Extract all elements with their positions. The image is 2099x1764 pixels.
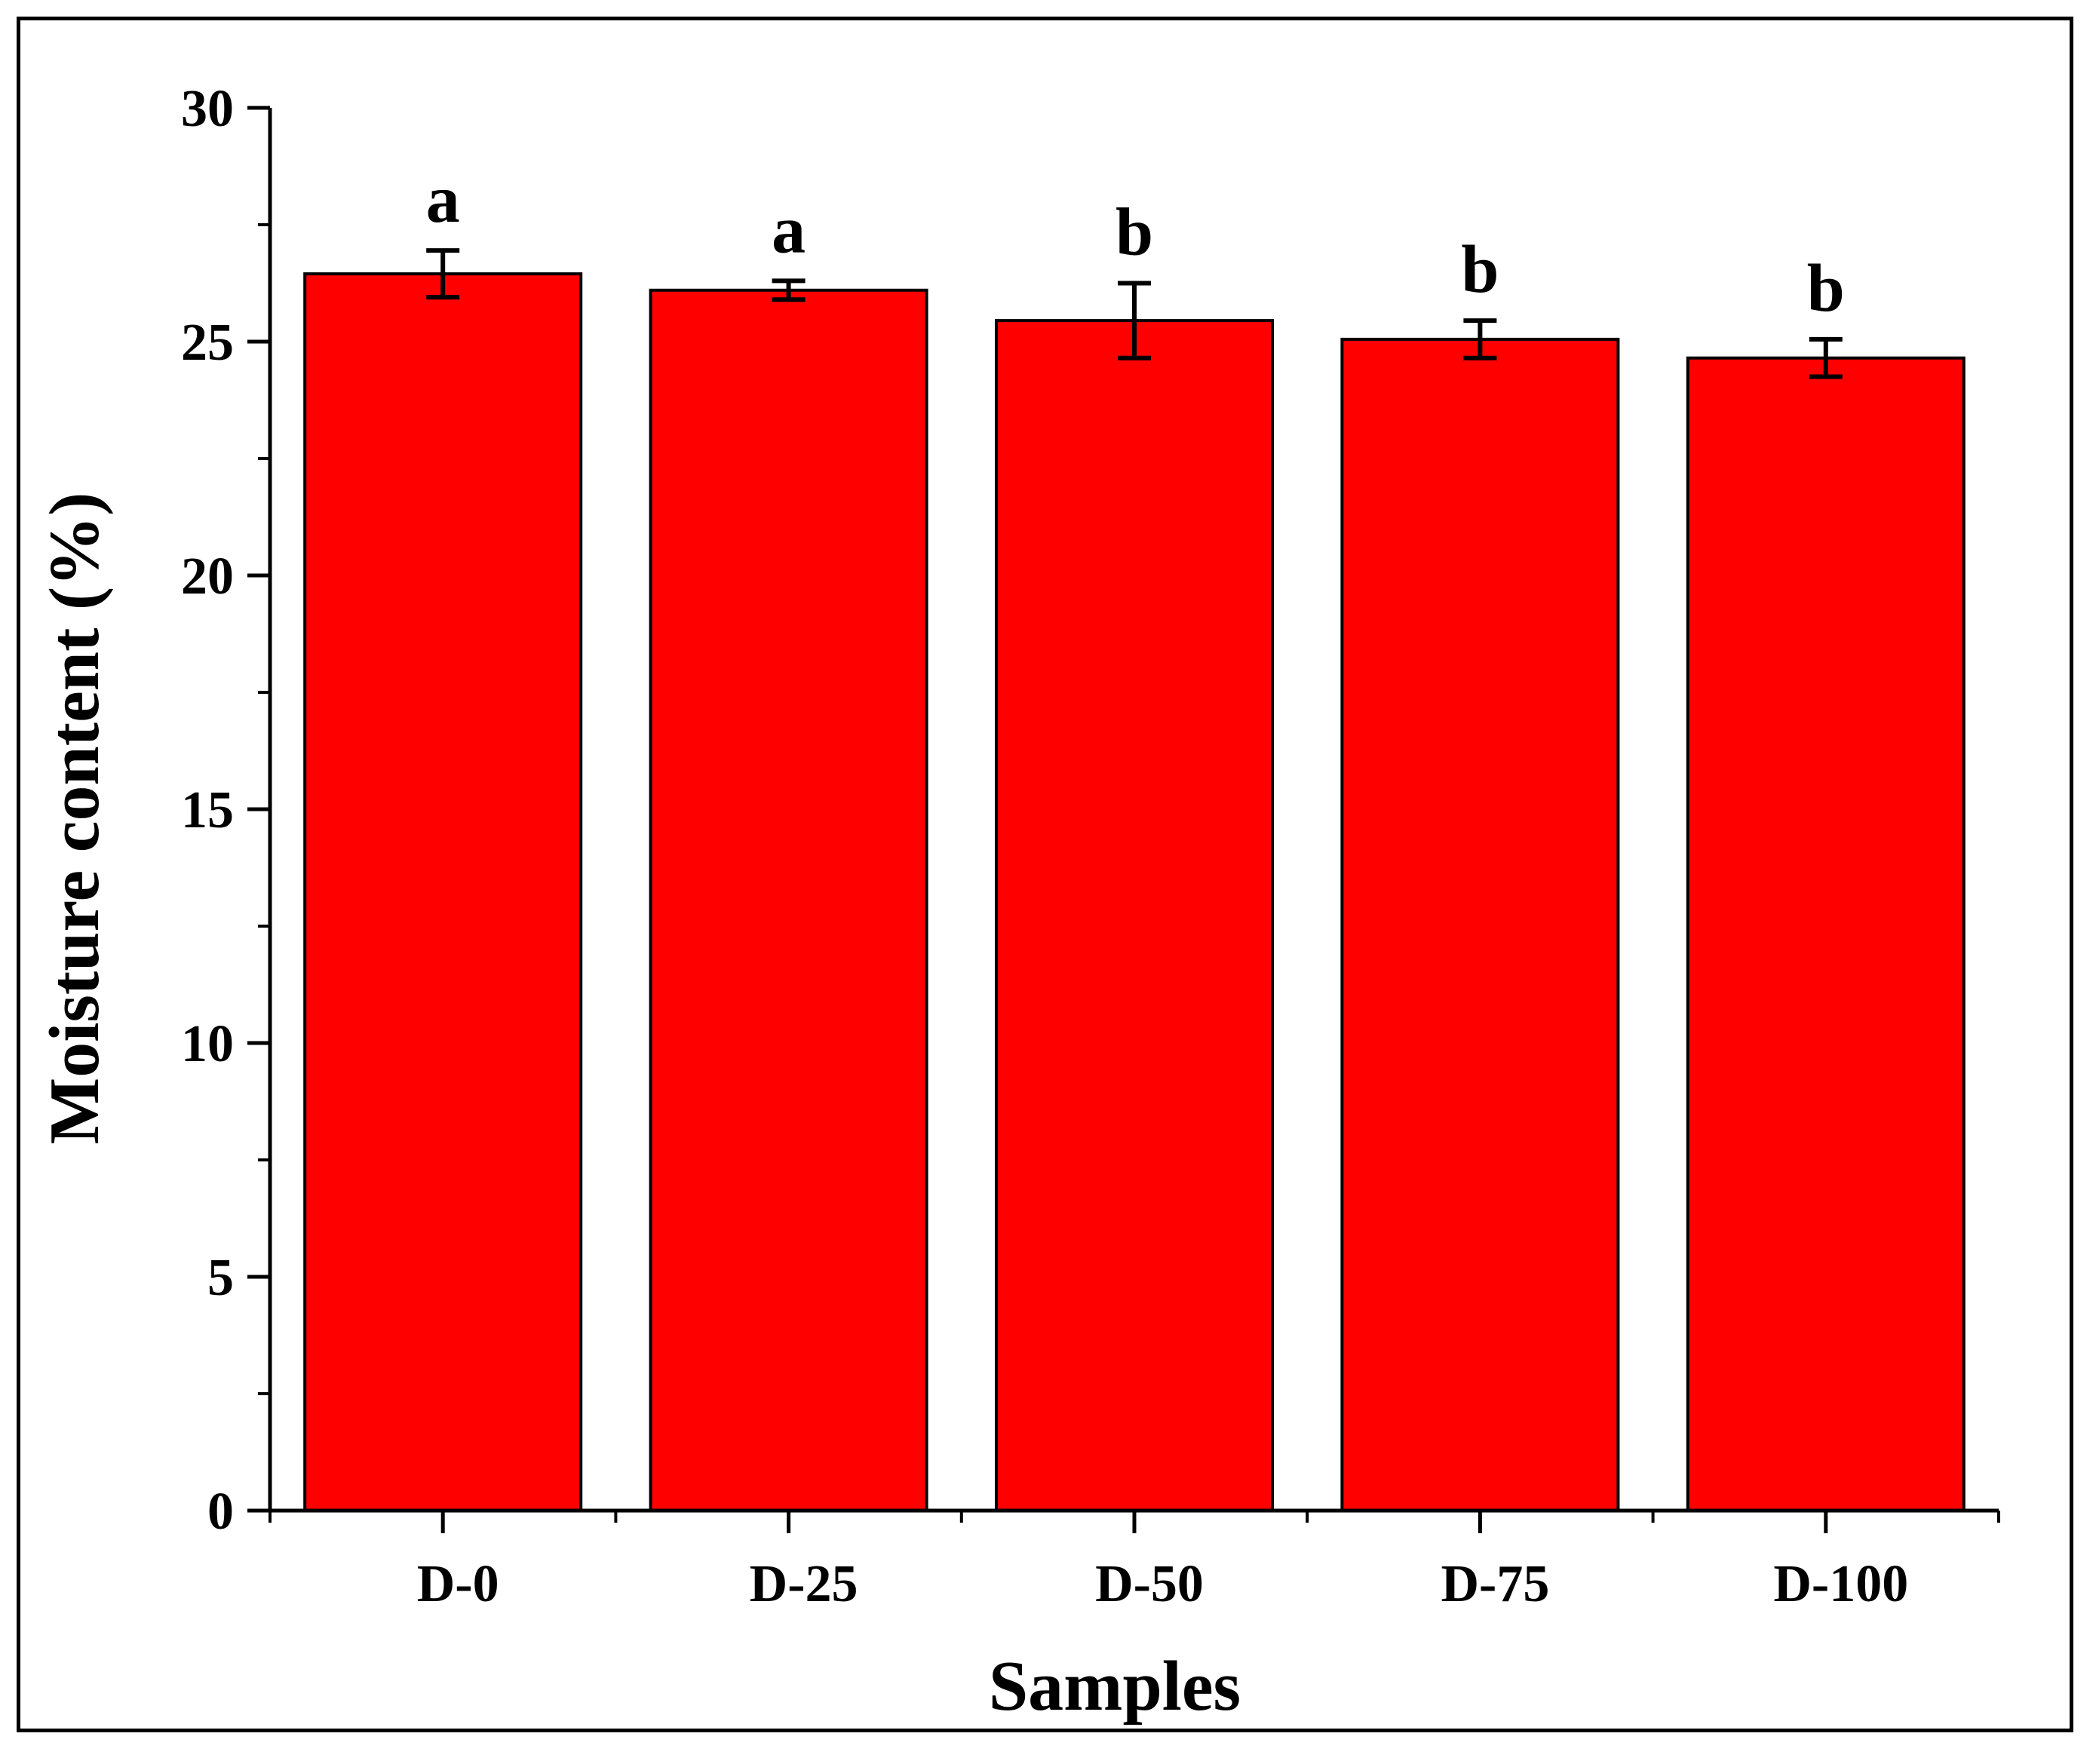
y-tick-label: 10 [181,1015,234,1073]
significance-label-d-100: b [1807,251,1845,326]
axes-layer [247,106,2000,1533]
y-tick-label: 30 [181,80,234,138]
x-tick-label: D-50 [1095,1555,1204,1613]
figure-frame [17,17,2073,1732]
labels-layer: 0 5 10 15 20 25 30 D-0 a D-25 a D-50 b D-75 b D-100 b [181,80,1908,1613]
bar-d-25 [649,288,928,1512]
bar-d-0 [303,272,583,1513]
bar-d-50 [995,319,1274,1513]
bar-d-100 [1686,356,1966,1513]
y-axis-title: Moisture content (%) [35,492,114,1145]
significance-label-d-0: a [426,162,460,237]
error-bars-layer [426,248,1843,379]
y-tick-label: 5 [207,1249,234,1307]
x-tick-label: D-25 [750,1555,858,1613]
bars-layer [303,272,1966,1513]
x-tick-label: D-100 [1773,1555,1908,1613]
y-tick-label: 0 [207,1483,234,1541]
x-tick-label: D-75 [1441,1555,1549,1613]
y-tick-label: 15 [181,781,234,839]
significance-label-d-50: b [1115,195,1153,270]
x-axis-title: Samples [989,1647,1241,1726]
x-tick-label: D-0 [417,1555,499,1613]
y-tick-label: 20 [181,548,234,606]
y-tick-label: 25 [181,314,234,372]
significance-label-d-25: a [772,192,806,267]
significance-label-d-75: b [1461,232,1499,307]
bar-d-75 [1340,337,1620,1512]
